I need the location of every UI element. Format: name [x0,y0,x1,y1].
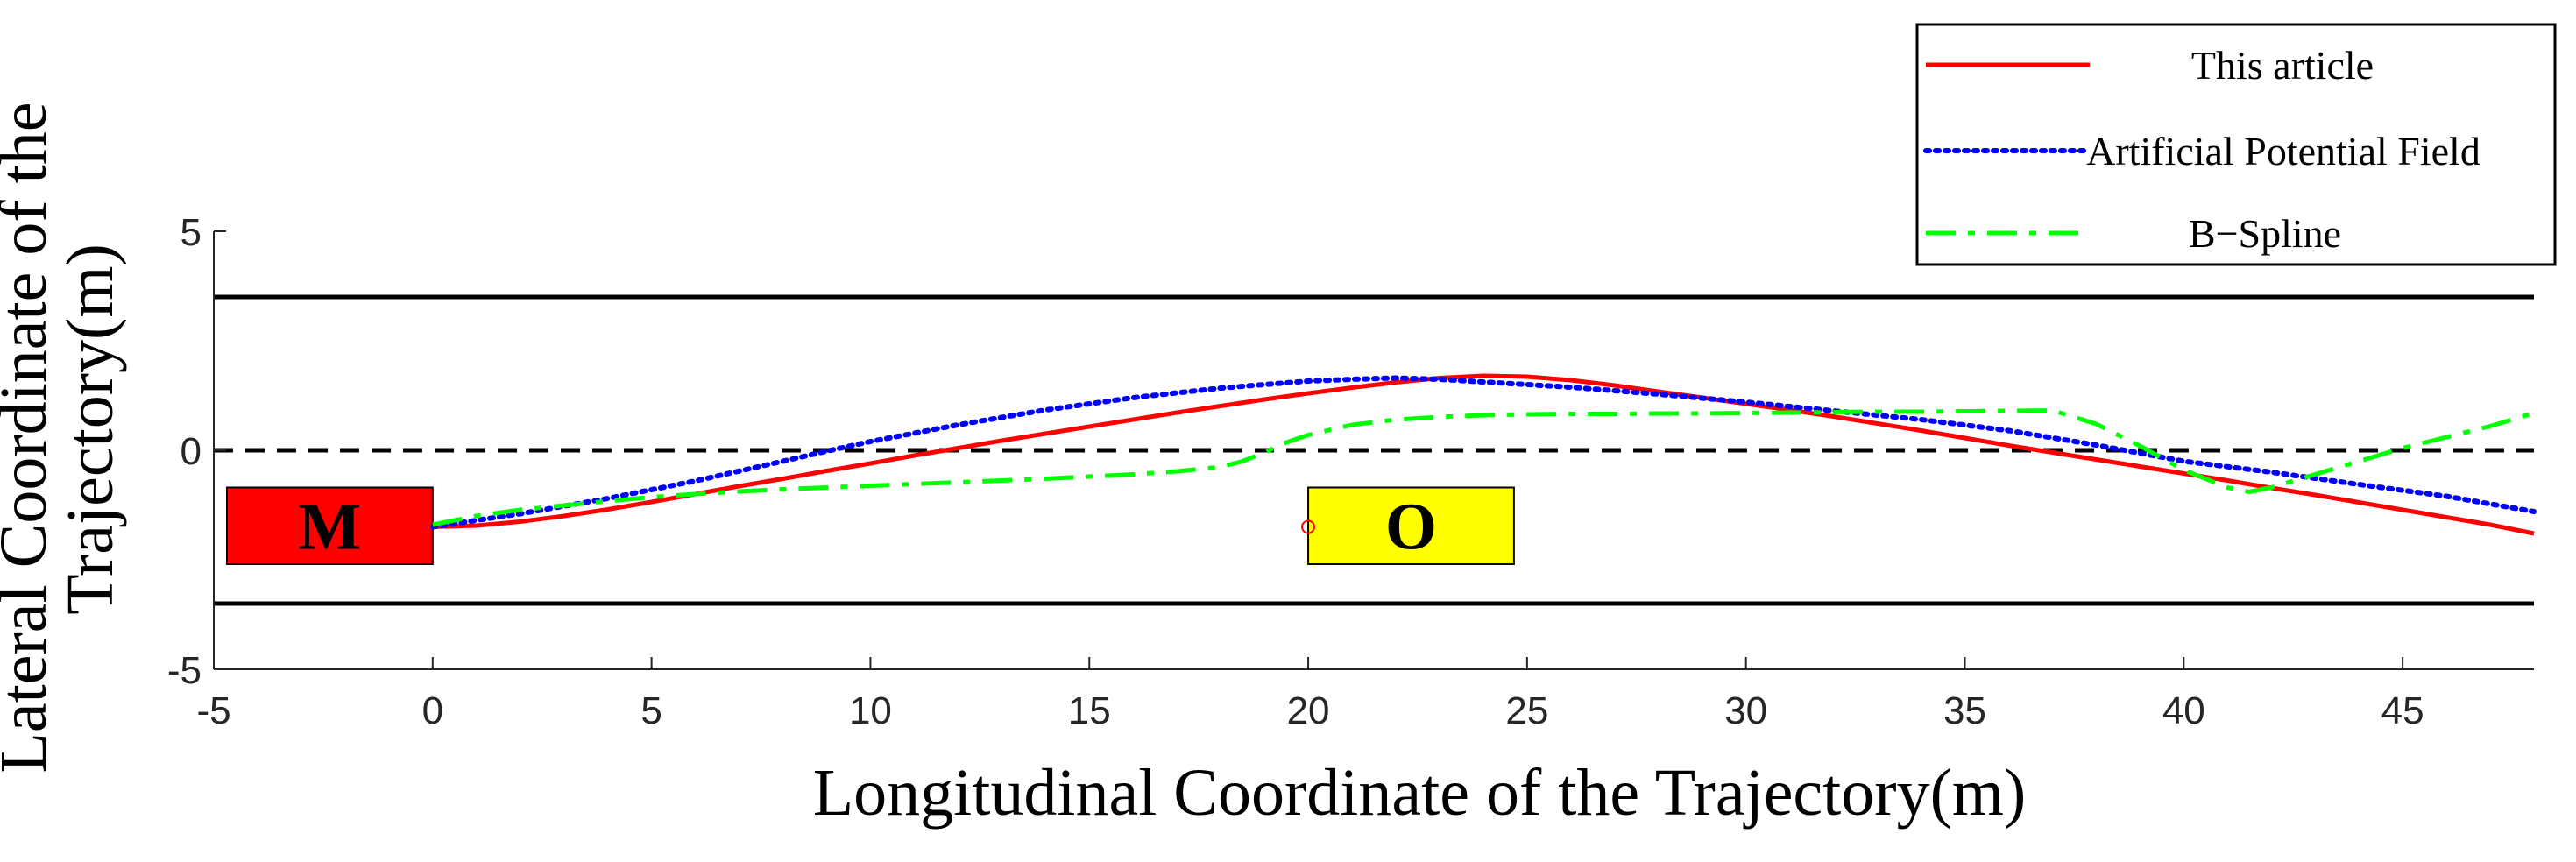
x-tick-label: 0 [422,689,443,732]
vehicle-m-label: M [299,490,362,563]
markers [1301,519,1316,534]
x-tick-label: 40 [2162,689,2205,732]
legend-entries: This article Artificial Potential Field B−… [1923,43,2480,256]
x-tick-label: 10 [849,689,892,732]
series-line-2 [432,408,2535,527]
y-axis-title-line-2: Trajectory(m) [53,244,127,615]
axes: -5 0 5 10 15 20 25 30 35 40 45 -5 0 5 [167,211,2534,732]
marker-point [1301,519,1316,534]
x-tick-label: -5 [196,689,230,732]
legend-label-0: This article [2191,43,2374,88]
x-tick-label: 25 [1505,689,1548,732]
x-tick-label: 30 [1724,689,1767,732]
legend: This article Artificial Potential Field B−… [1915,23,2557,266]
x-tick-label: 45 [2381,689,2424,732]
x-tick-label: 15 [1068,689,1111,732]
x-tick-label: 35 [1943,689,1986,732]
x-axis-title: Longitudinal Coordinate of the Trajector… [813,756,2027,830]
y-axis-title: Lateral Coordinate of the Trajectory(m) [0,85,127,773]
series-lines [429,373,2537,536]
y-tick-label: -5 [167,649,202,692]
vehicle-m-box [225,486,434,565]
x-tick-label: 20 [1287,689,1330,732]
series-line-0 [432,373,2535,536]
y-axis-title-line-1: Lateral Coordinate of the [0,102,60,773]
y-tick-label: 0 [180,430,202,473]
vehicle-o-box [1307,486,1515,565]
y-tick-label: 5 [180,211,202,254]
x-tick-label: 5 [640,689,662,732]
series-line-1 [429,375,2537,530]
vehicle-o-label: O [1385,490,1437,563]
legend-label-1: Artificial Potential Field [2086,129,2480,173]
legend-label-2: B−Spline [2189,211,2341,256]
